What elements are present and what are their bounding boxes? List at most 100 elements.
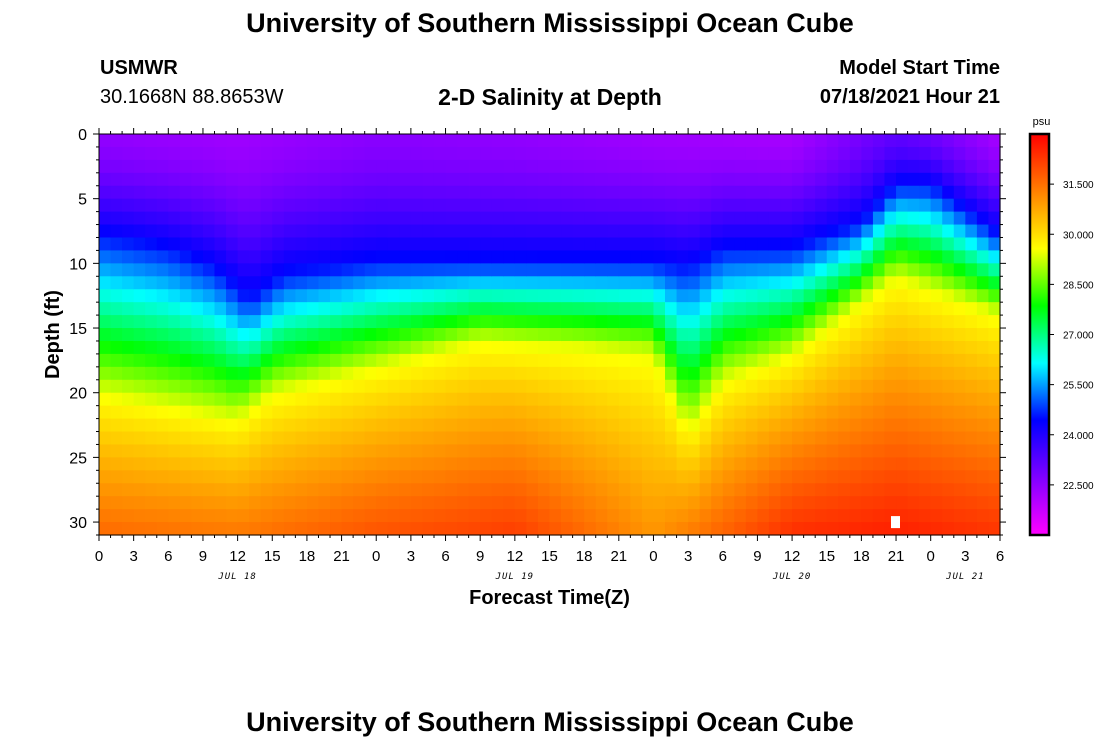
heatmap-cell (99, 392, 112, 407)
heatmap-cell (861, 172, 874, 187)
heatmap-cell (745, 509, 759, 523)
heatmap-cell (249, 483, 262, 497)
heatmap-cell (341, 315, 354, 329)
heatmap-cell (399, 263, 412, 277)
heatmap-cell (919, 198, 932, 213)
heatmap-cell (768, 470, 782, 484)
heatmap-cell (99, 315, 112, 329)
heatmap-cell (630, 405, 643, 420)
heatmap-cell (930, 353, 943, 368)
heatmap-cell (630, 496, 643, 510)
heatmap-cell (526, 302, 539, 316)
heatmap-cell (283, 340, 296, 355)
heatmap-cell (537, 289, 551, 303)
heatmap-cell (561, 444, 574, 458)
heatmap-cell (653, 340, 666, 355)
heatmap-cell (907, 353, 920, 368)
heatmap-cell (942, 211, 955, 226)
x-tick-label: 21 (333, 548, 350, 565)
heatmap-cell (514, 289, 527, 303)
heatmap-cell (815, 340, 828, 355)
heatmap-cell (179, 172, 193, 187)
heatmap-cell (907, 276, 920, 290)
heatmap-cell (468, 379, 481, 394)
heatmap-cell (953, 340, 966, 355)
heatmap-cell (318, 185, 331, 200)
heatmap-cells (99, 134, 1001, 536)
heatmap-cell (561, 315, 574, 329)
heatmap-cell (249, 237, 262, 252)
heatmap-cell (561, 276, 574, 290)
heatmap-cell (133, 366, 146, 381)
heatmap-cell (653, 470, 666, 484)
heatmap-cell (353, 134, 366, 148)
heatmap-cell (884, 340, 897, 355)
heatmap-cell (330, 405, 343, 420)
heatmap-cell (803, 250, 816, 264)
heatmap-cell (711, 431, 724, 446)
heatmap-cell (988, 496, 1001, 510)
heatmap-cell (595, 159, 608, 174)
heatmap-cell (884, 302, 897, 316)
heatmap-cell (283, 353, 296, 368)
heatmap-cell (399, 444, 412, 458)
heatmap-cell (468, 276, 481, 290)
heatmap-cell (226, 211, 239, 226)
heatmap-cell (202, 431, 216, 446)
heatmap-cell (676, 237, 689, 252)
heatmap-cell (295, 418, 308, 433)
heatmap-cell (99, 509, 112, 523)
heatmap-cell (884, 250, 897, 264)
heatmap-cell (526, 224, 539, 239)
heatmap-cell (757, 379, 770, 394)
x-tick-label: 3 (129, 548, 137, 565)
heatmap-cell (226, 470, 239, 484)
heatmap-cell (595, 366, 608, 381)
heatmap-cell (283, 470, 296, 484)
heatmap-cell (191, 250, 204, 264)
heatmap-cell (572, 353, 585, 368)
heatmap-cell (792, 509, 805, 523)
heatmap-cell (976, 392, 990, 407)
heatmap-cell (410, 276, 424, 290)
heatmap-cell (607, 470, 620, 484)
heatmap-cell (734, 444, 747, 458)
heatmap-cell (491, 302, 504, 316)
heatmap-cell (330, 159, 343, 174)
heatmap-cell (792, 263, 805, 277)
heatmap-cell (711, 185, 724, 200)
heatmap-cell (630, 134, 643, 148)
heatmap-cell (872, 509, 886, 523)
heatmap-cell (156, 366, 169, 381)
heatmap-cell (468, 134, 481, 148)
heatmap-cell (676, 276, 689, 290)
x-tick-label: 6 (996, 548, 1004, 565)
heatmap-cell (156, 172, 169, 187)
heatmap-cell (618, 457, 631, 471)
heatmap-cell (179, 134, 193, 148)
heatmap-cell (272, 496, 285, 510)
heatmap-cell (249, 457, 262, 471)
heatmap-cell (318, 509, 331, 523)
heatmap-cell (838, 159, 851, 174)
heatmap-cell (191, 159, 204, 174)
heatmap-cell (99, 496, 112, 510)
heatmap-cell (353, 263, 366, 277)
heatmap-cell (965, 457, 978, 471)
colorbar-tick-label: 31.500 (1063, 180, 1094, 191)
heatmap-cell (468, 509, 481, 523)
heatmap-cell (468, 328, 481, 342)
heatmap-cell (283, 405, 296, 420)
heatmap-cell (896, 211, 909, 226)
heatmap-cell (283, 224, 296, 239)
heatmap-cell (768, 315, 782, 329)
heatmap-cell (168, 289, 181, 303)
heatmap-cell (676, 289, 689, 303)
heatmap-cell (815, 211, 828, 226)
heatmap-cell (145, 263, 158, 277)
heatmap-cell (376, 340, 389, 355)
station-coords: 30.1668N 88.8653W (100, 86, 284, 108)
heatmap-cell (711, 198, 724, 213)
heatmap-cell (387, 172, 400, 187)
heatmap-cell (491, 457, 504, 471)
